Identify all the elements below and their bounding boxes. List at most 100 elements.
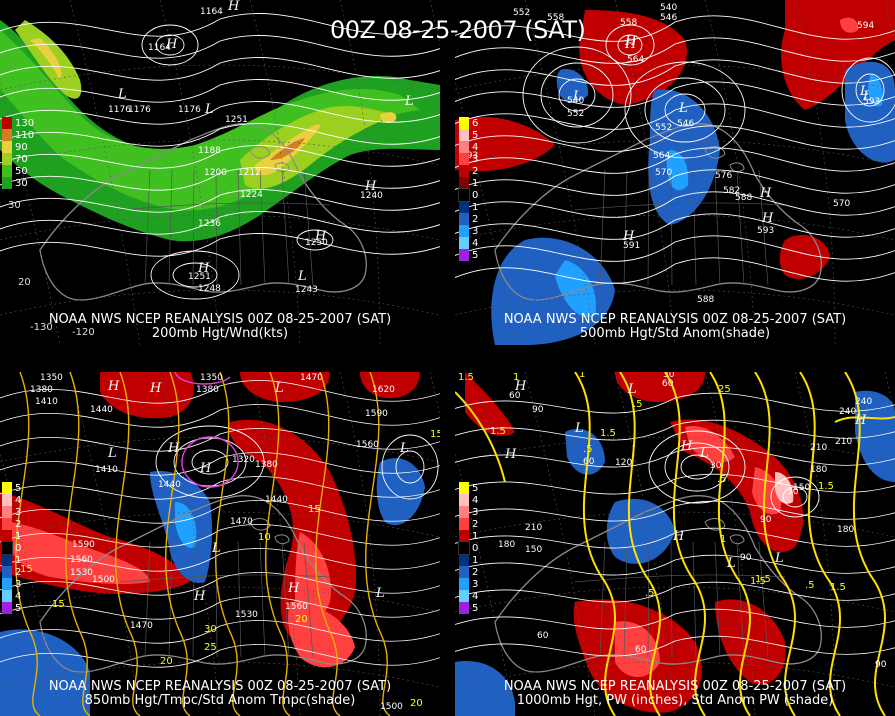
pw-label: .5: [805, 580, 815, 591]
panel-500mb: 552 558 540 546 558 564 594 540 552 546 552 564 570 5…: [455, 0, 895, 345]
panel-caption: NOAA NWS NCEP REANALYSIS 00Z 08-25-2007 …: [455, 680, 895, 708]
pw-label: 1.5: [818, 481, 834, 492]
panel-1000mb: 30 60 90 60 60 30 240 210 180 150 120 60 210 180 150 90…: [455, 372, 895, 716]
legend-label: 4: [472, 495, 479, 506]
contour-label: 90: [875, 660, 887, 670]
pressure-center-label: L: [297, 269, 307, 284]
contour-label: 546: [677, 119, 694, 129]
legend-label: 2: [15, 567, 22, 578]
legend-swatch: [2, 578, 12, 590]
legend-label: 2: [15, 519, 22, 530]
contour-label: 240: [839, 407, 856, 417]
contour-label: 1251: [188, 272, 211, 282]
legend-label: 5: [472, 250, 479, 261]
caption-source: NOAA NWS NCEP REANALYSIS 00Z 08-25-2007 …: [503, 679, 847, 694]
legend-swatch: [459, 506, 469, 518]
legend-label: 5: [472, 483, 479, 494]
contour-label: 1164: [148, 43, 171, 53]
pw-label: .5: [633, 399, 643, 410]
pressure-center-label: H: [227, 0, 240, 14]
pressure-center-label: H: [197, 261, 210, 276]
pressure-center-label: L: [404, 94, 414, 109]
contour-label: 1590: [365, 409, 388, 419]
anomaly-shade: [0, 629, 90, 716]
pressure-center-label: H: [107, 379, 120, 394]
contour-label: 564: [627, 55, 644, 65]
legend-swatch: [459, 482, 469, 494]
contour-label: 60: [635, 645, 647, 655]
contour-label: 1500: [92, 575, 115, 585]
anomaly-shade: [10, 522, 150, 585]
caption-field: 1000mb Hgt, PW (inches), Std Anom PW (sh…: [516, 693, 834, 708]
panel-caption: NOAA NWS NCEP REANALYSIS 00Z 08-25-2007 …: [455, 313, 895, 341]
pressure-center-label: L: [774, 551, 784, 566]
contour-label: 582: [723, 186, 740, 196]
pressure-center-label: H: [504, 447, 517, 462]
temperature-label: 15: [308, 504, 321, 515]
anomaly-shade: [715, 599, 786, 685]
contour-label: 1620: [372, 385, 395, 395]
panel-caption: NOAA NWS NCEP REANALYSIS 00Z 08-25-2007 …: [0, 680, 440, 708]
anomaly-shade: [240, 372, 330, 402]
legend-label: 3: [472, 507, 479, 518]
caption-source: NOAA NWS NCEP REANALYSIS 00Z 08-25-2007 …: [48, 312, 392, 327]
legend-label: 4: [15, 495, 22, 506]
pw-label: 1: [513, 372, 519, 383]
pw-label: 1.5: [600, 428, 616, 439]
coastline: [39, 495, 367, 673]
legend-swatch: [459, 153, 469, 165]
legend-swatch: [2, 506, 12, 518]
contour-label: 210: [835, 437, 852, 447]
pressure-center-label: H: [624, 37, 637, 52]
legend-swatch: [459, 530, 469, 542]
legend-label: 1: [472, 178, 479, 189]
legend-swatch: [2, 518, 12, 530]
contour-label: 1440: [265, 495, 288, 505]
temperature-label: 25: [204, 642, 217, 653]
contour-label: 120: [615, 458, 632, 468]
pressure-center-label: L: [572, 89, 582, 104]
anomaly-shade: [685, 426, 782, 515]
legend-label: 70: [15, 154, 28, 165]
pressure-center-label: L: [574, 421, 584, 436]
legend-label: 3: [472, 226, 479, 237]
pressure-center-label: H: [199, 461, 212, 476]
pressure-center-label: H: [314, 229, 327, 244]
pressure-center-label: L: [211, 541, 221, 556]
pressure-center-label: L: [862, 89, 872, 104]
legend-swatch: [459, 177, 469, 189]
longitude-label: 30: [8, 200, 21, 211]
contour-label: 1380: [196, 385, 219, 395]
contour-label: 180: [498, 540, 515, 550]
contour-label: 180: [837, 525, 854, 535]
contour-label: 1240: [360, 191, 383, 201]
coastline: [39, 123, 367, 301]
contour-label: 593: [461, 151, 478, 161]
contour-label: 210: [525, 523, 542, 533]
contour-label: 1200: [204, 168, 227, 178]
contour-label: 90: [760, 515, 772, 525]
legend-swatch: [459, 494, 469, 506]
legend-label: 1: [472, 202, 479, 213]
contour-label: 60: [537, 631, 549, 641]
legend-swatch: [2, 590, 12, 602]
contour-label: 1164: [200, 7, 223, 17]
contour-label: 1500: [380, 702, 403, 712]
contour-label: 570: [655, 168, 672, 178]
caption-field: 200mb Hgt/Wnd(kts): [151, 326, 289, 341]
pressure-center-label: L: [274, 381, 284, 396]
pw-label: .5: [717, 474, 727, 485]
contour-label: 576: [715, 171, 732, 181]
pressure-center-label: H: [193, 589, 206, 604]
legend-swatch: [459, 201, 469, 213]
jet-shade-90: [30, 38, 397, 176]
legend-label: 0: [472, 190, 479, 201]
temperature-label: 15: [20, 564, 33, 575]
contour-label: 60: [509, 391, 521, 401]
panel-caption: NOAA NWS NCEP REANALYSIS 00Z 08-25-2007 …: [0, 313, 440, 341]
pressure-center-label: H: [514, 379, 527, 394]
pressure-center-label: H: [287, 581, 300, 596]
contour-label: 593: [757, 226, 774, 236]
